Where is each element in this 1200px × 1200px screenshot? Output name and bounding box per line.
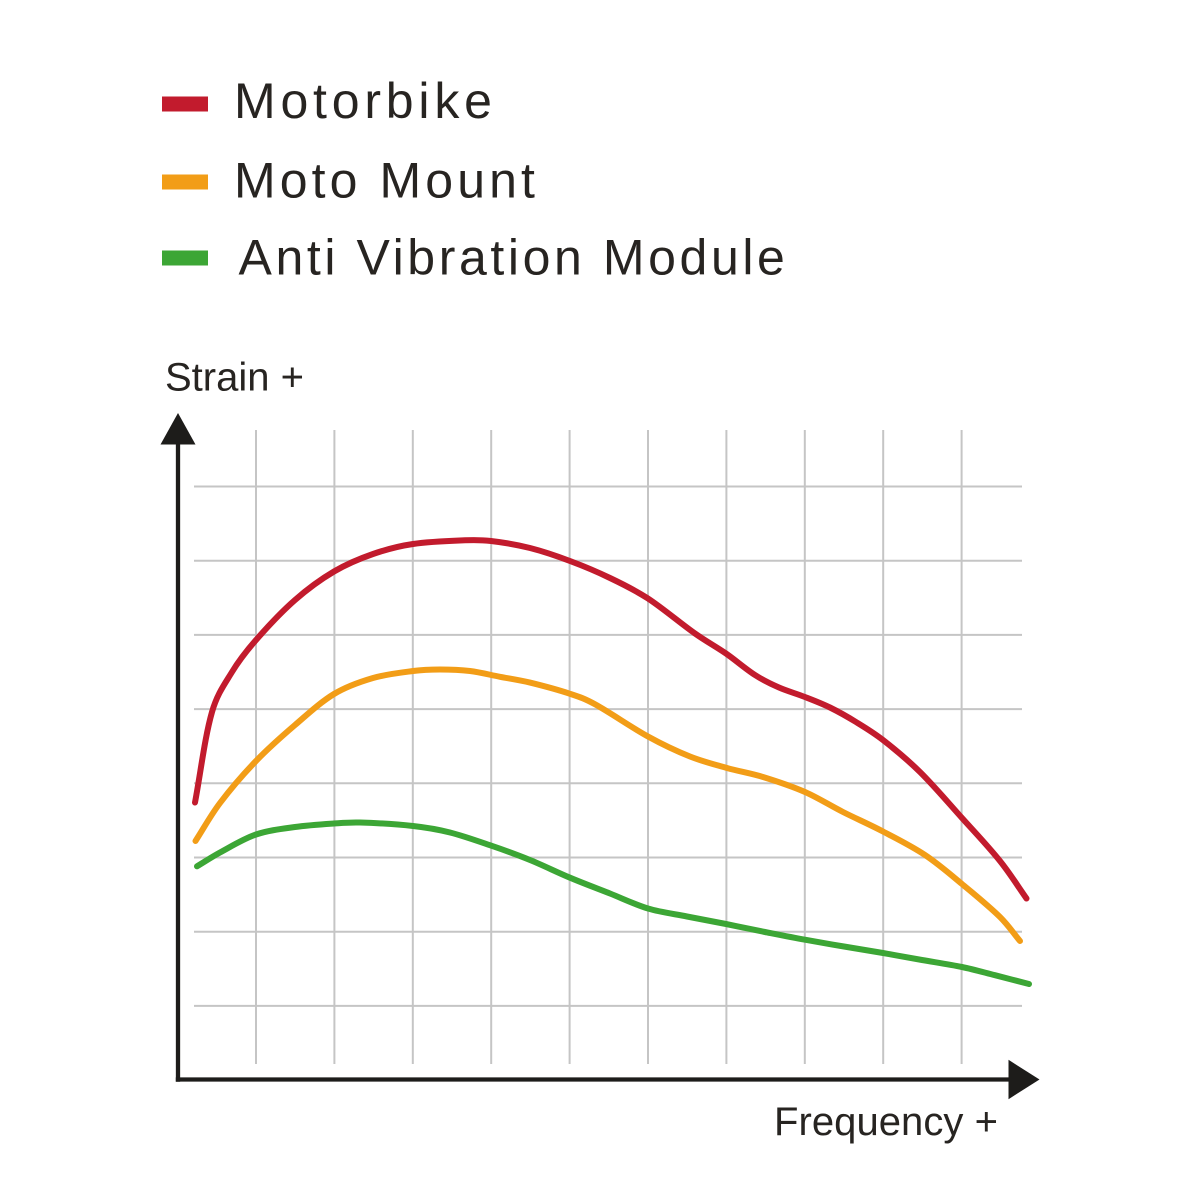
- svg-text:Frequency +: Frequency +: [774, 1100, 998, 1144]
- svg-text:Strain +: Strain +: [165, 356, 304, 400]
- svg-text:Moto Mount: Moto Mount: [234, 153, 539, 209]
- svg-text:Anti Vibration Module: Anti Vibration Module: [239, 230, 789, 286]
- svg-text:Motorbike: Motorbike: [234, 73, 497, 129]
